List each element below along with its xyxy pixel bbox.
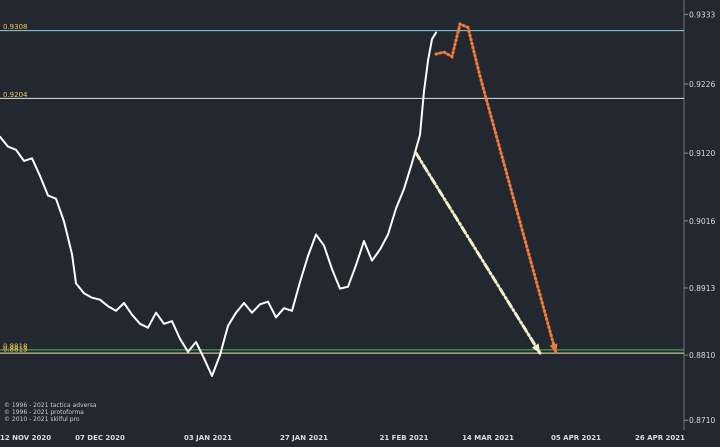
price-point — [75, 282, 77, 285]
price-point — [71, 253, 73, 255]
price-point — [131, 313, 133, 316]
price-point — [379, 248, 381, 251]
price-point — [39, 175, 41, 177]
price-point — [227, 324, 229, 327]
price-point — [267, 300, 269, 303]
price-point — [139, 322, 141, 325]
price-point — [431, 38, 433, 40]
price-point — [0, 135, 1, 138]
price-point — [423, 90, 425, 93]
price-point — [275, 316, 277, 319]
price-point — [115, 309, 117, 312]
copyright-line: © 1996 - 2021 tactica adversa — [4, 402, 97, 409]
price-point — [363, 240, 365, 242]
x-tick-label: 26 APR 2021 — [635, 434, 685, 442]
price-point — [63, 220, 65, 223]
x-tick-label: 07 DEC 2020 — [75, 434, 125, 442]
y-tick-label: 0.9226 — [689, 80, 715, 89]
price-point — [411, 161, 413, 164]
x-tick-label: 14 MAR 2021 — [462, 434, 514, 442]
price-point — [99, 298, 101, 301]
y-tick-label: 0.9120 — [689, 149, 715, 158]
price-point — [307, 255, 309, 257]
x-axis-ticks: 12 NOV 2020 07 DEC 2020 03 JAN 2021 27 JAN … — [0, 434, 685, 442]
price-point — [195, 341, 197, 343]
price-point — [47, 194, 49, 197]
price-point — [435, 31, 437, 34]
y-axis-ticks: 0.9333 0.9226 0.9120 0.9016 0.8913 0.8810 0.87… — [684, 10, 715, 425]
price-point — [251, 311, 253, 314]
price-point — [147, 326, 149, 329]
projection-arrows — [414, 22, 558, 355]
price-point — [355, 264, 357, 267]
price-point — [331, 268, 333, 270]
x-tick-label: 27 JAN 2021 — [280, 434, 328, 442]
x-tick-label: 12 NOV 2020 — [0, 434, 51, 442]
price-point — [179, 337, 181, 340]
price-point — [107, 305, 109, 308]
price-point — [395, 207, 397, 210]
y-tick-label: 0.9016 — [689, 217, 715, 226]
price-point — [163, 322, 165, 325]
y-tick-label: 0.9333 — [689, 10, 715, 19]
y-tick-label: 0.8710 — [689, 416, 715, 425]
price-point — [187, 350, 189, 353]
price-point — [243, 302, 245, 304]
price-point — [235, 311, 237, 314]
price-point — [339, 287, 341, 290]
projection-arrowhead — [531, 343, 540, 354]
price-point — [91, 296, 93, 299]
price-point — [387, 233, 389, 236]
price-point — [403, 188, 405, 190]
price-point — [427, 59, 429, 62]
copyright-line: © 1996 - 2021 protoforma — [4, 409, 84, 416]
price-point — [203, 357, 205, 360]
price-point — [299, 281, 301, 284]
x-tick-label: 05 APR 2021 — [551, 434, 601, 442]
y-tick-label: 0.8810 — [689, 351, 715, 360]
price-point — [123, 302, 125, 304]
level-label: 0.8818 — [3, 342, 28, 350]
price-point — [15, 148, 17, 151]
level-label: 0.8813 — [3, 346, 28, 354]
copyright-notice: © 1996 - 2021 tactica adversa © 1996 - 2… — [4, 402, 97, 423]
price-point — [155, 311, 157, 314]
price-point — [55, 197, 57, 200]
projection-path — [434, 22, 558, 355]
price-point — [283, 307, 285, 310]
price-point — [23, 160, 25, 162]
price-point — [291, 309, 293, 312]
price-point — [315, 233, 317, 236]
y-tick-label: 0.8913 — [689, 284, 715, 293]
level-label: 0.9308 — [3, 23, 28, 31]
x-tick-label: 21 FEB 2021 — [380, 434, 429, 442]
projection-path — [414, 151, 542, 355]
price-point — [323, 244, 325, 247]
copyright-line: © 2010 - 2021 skilful pro — [4, 416, 80, 423]
projection-arrowhead — [549, 343, 558, 354]
price-point — [171, 320, 173, 323]
price-series — [0, 31, 437, 377]
level-label: 0.9204 — [3, 91, 28, 99]
price-point — [211, 375, 213, 377]
x-tick-label: 03 JAN 2021 — [184, 434, 232, 442]
price-point — [347, 285, 349, 288]
price-point — [219, 354, 221, 356]
price-point — [259, 303, 261, 306]
price-point — [31, 157, 33, 160]
price-line — [0, 31, 437, 377]
price-point — [83, 292, 85, 295]
price-point — [419, 133, 421, 136]
price-point — [7, 145, 9, 148]
price-point — [371, 259, 373, 262]
